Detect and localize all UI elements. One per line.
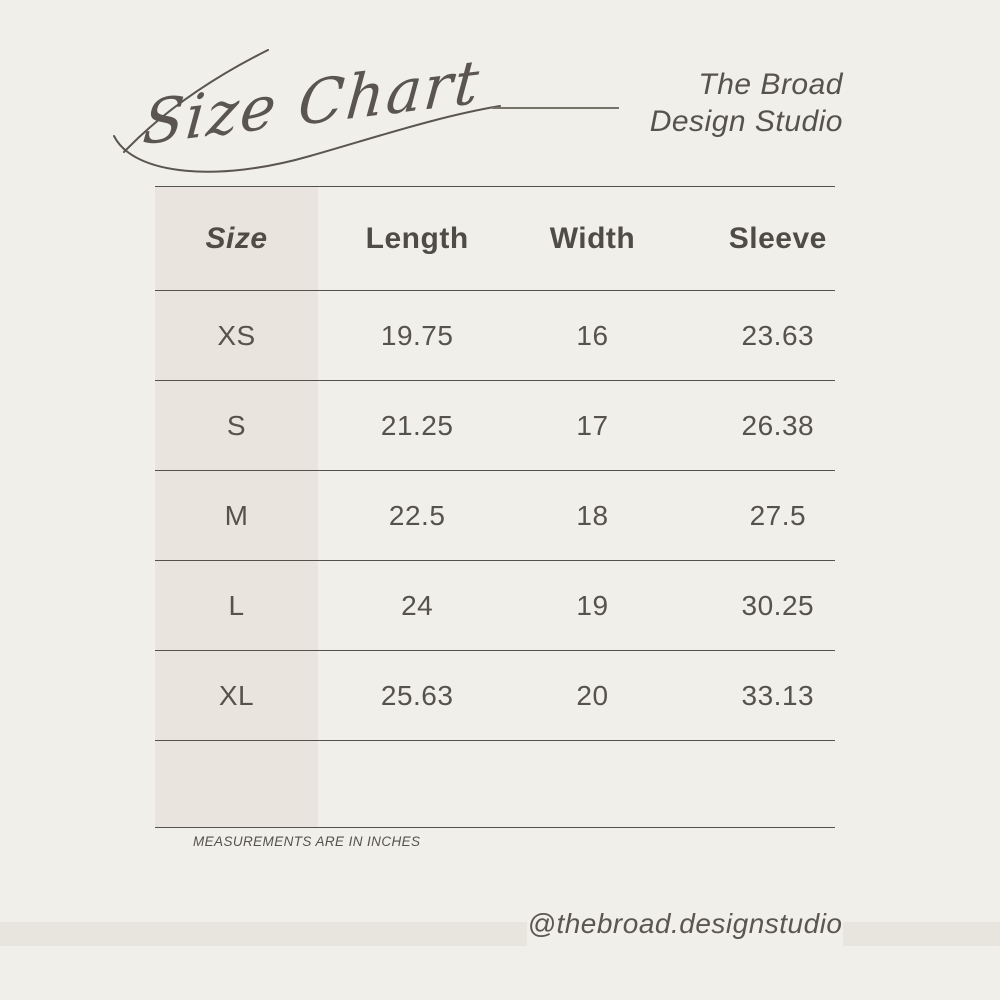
cell-sleeve: 33.13 xyxy=(741,679,815,711)
cell-size: XS xyxy=(155,291,318,380)
table-row-s: S 21.25 17 26.38 xyxy=(155,381,835,471)
cell-empty xyxy=(331,741,503,827)
cell-sleeve: 26.38 xyxy=(741,409,815,441)
cell-sleeve: 23.63 xyxy=(741,319,815,351)
footer-strip-left xyxy=(0,922,527,946)
cell-empty xyxy=(506,741,678,827)
table-row-xs: XS 19.75 16 23.63 xyxy=(155,291,835,381)
cell-length: 19.75 xyxy=(380,319,454,351)
brand-name: The Broad Design Studio xyxy=(650,66,843,140)
table-row-xl: XL 25.63 20 33.13 xyxy=(155,651,835,741)
column-header-sleeve: Sleeve xyxy=(728,221,827,255)
cell-width: 19 xyxy=(576,589,609,621)
brand-line1: The Broad xyxy=(698,68,843,101)
cell-sleeve: 27.5 xyxy=(749,499,807,531)
cell-size-empty xyxy=(155,741,318,827)
cell-width: 20 xyxy=(576,679,609,711)
script-title-block: Size Chart xyxy=(100,40,520,190)
title-dash-rule xyxy=(492,107,619,109)
cell-length: 21.25 xyxy=(380,409,454,441)
table-row-empty xyxy=(155,741,835,828)
cell-size: S xyxy=(155,381,318,470)
size-table: Size Length Width Sleeve XS 19.75 16 23.… xyxy=(155,186,835,828)
social-handle: @thebroad.designstudio xyxy=(527,908,843,939)
cell-size: L xyxy=(155,561,318,650)
column-header-width: Width xyxy=(549,221,636,255)
cell-length: 22.5 xyxy=(388,499,446,531)
table-row-m: M 22.5 18 27.5 xyxy=(155,471,835,561)
table-header-row: Size Length Width Sleeve xyxy=(155,187,835,291)
cell-size: M xyxy=(155,471,318,560)
column-header-length: Length xyxy=(365,221,469,255)
cell-width: 17 xyxy=(576,409,609,441)
cell-width: 16 xyxy=(576,319,609,351)
cell-size: XL xyxy=(155,651,318,740)
cell-width: 18 xyxy=(576,499,609,531)
column-header-size: Size xyxy=(155,187,318,290)
table-row-l: L 24 19 30.25 xyxy=(155,561,835,651)
script-flourish-icon xyxy=(113,49,501,173)
cell-empty xyxy=(692,741,864,827)
cell-length: 24 xyxy=(401,589,434,621)
cell-sleeve: 30.25 xyxy=(741,589,815,621)
brand-line2: Design Studio xyxy=(649,105,843,138)
cell-length: 25.63 xyxy=(380,679,454,711)
footer-strip-right xyxy=(843,922,1000,946)
measurements-footnote: MEASUREMENTS ARE IN INCHES xyxy=(193,834,421,849)
